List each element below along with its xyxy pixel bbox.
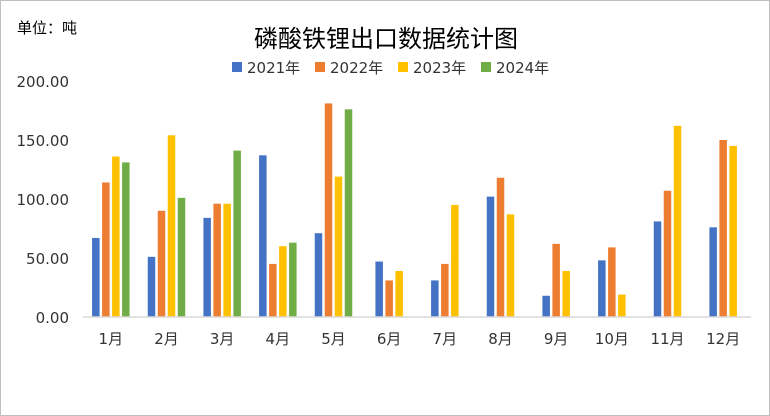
bar-2022年-7月 — [441, 263, 449, 317]
bar-2021年-3月 — [203, 217, 211, 317]
y-tick-label: 100.00 — [17, 191, 70, 209]
x-tick-label: 12月 — [706, 330, 740, 348]
y-tick-label: 150.00 — [17, 132, 70, 150]
legend-label: 2023年 — [413, 59, 466, 77]
x-tick-label: 3月 — [210, 330, 235, 348]
bar-2022年-6月 — [385, 280, 393, 317]
y-axis: 0.00 50.00 100.00 150.00 200.00 — [17, 73, 70, 327]
bar-2023年-1月 — [112, 156, 120, 317]
bars — [92, 103, 737, 317]
legend-label: 2021年 — [247, 59, 300, 77]
bar-2021年-1月 — [92, 237, 100, 317]
bar-2024年-1月 — [122, 162, 130, 317]
chart-title: 磷酸铁锂出口数据统计图 — [254, 25, 518, 53]
y-tick-label: 0.00 — [36, 309, 69, 327]
bar-2021年-5月 — [314, 233, 323, 317]
bar-2023年-7月 — [451, 204, 459, 317]
bar-2022年-4月 — [269, 263, 277, 317]
bar-2022年-12月 — [719, 140, 727, 317]
bar-2023年-10月 — [618, 294, 626, 317]
bar-2022年-9月 — [552, 243, 560, 317]
bar-2022年-5月 — [324, 103, 333, 317]
bar-2023年-3月 — [223, 203, 231, 317]
x-tick-label: 11月 — [650, 330, 684, 348]
bar-2022年-8月 — [496, 177, 505, 317]
bar-2022年-1月 — [102, 182, 110, 317]
bar-2024年-2月 — [177, 197, 186, 317]
bar-2023年-9月 — [562, 270, 570, 317]
legend-swatch — [481, 62, 491, 72]
legend-label: 2022年 — [330, 59, 383, 77]
y-tick-label: 50.00 — [26, 250, 69, 268]
bar-2021年-10月 — [598, 260, 606, 317]
bar-2024年-4月 — [289, 242, 297, 317]
legend-label: 2024年 — [496, 59, 549, 77]
bar-2021年-12月 — [709, 227, 717, 317]
bar-2022年-3月 — [213, 203, 221, 317]
bar-2023年-8月 — [506, 214, 515, 317]
bar-2023年-6月 — [395, 270, 403, 317]
x-tick-label: 1月 — [99, 330, 124, 348]
bar-2021年-4月 — [259, 155, 267, 317]
legend-swatch — [315, 62, 325, 72]
x-tick-label: 6月 — [377, 330, 402, 348]
x-tick-label: 7月 — [433, 330, 458, 348]
legend-swatch — [232, 62, 242, 72]
bar-2023年-2月 — [167, 135, 176, 317]
x-tick-label: 10月 — [595, 330, 629, 348]
y-tick-label: 200.00 — [17, 73, 70, 91]
bar-2021年-7月 — [431, 280, 439, 317]
bar-2021年-2月 — [147, 256, 156, 317]
x-tick-label: 5月 — [321, 330, 346, 348]
bar-2024年-3月 — [233, 150, 241, 317]
bar-2023年-5月 — [334, 176, 343, 317]
bar-2022年-2月 — [157, 210, 166, 317]
x-axis: 1月 2月 3月 4月 5月 6月 7月 8月 9月 10月 11月 12月 — [83, 316, 751, 348]
legend: 2021年 2022年 2023年 2024年 — [232, 59, 549, 77]
bar-2024年-5月 — [344, 109, 353, 317]
legend-swatch — [398, 62, 408, 72]
bar-2023年-11月 — [673, 125, 682, 317]
bar-2021年-8月 — [486, 196, 495, 317]
bar-2021年-9月 — [542, 295, 550, 317]
bar-2021年-11月 — [653, 221, 662, 317]
bar-2023年-4月 — [279, 246, 287, 317]
x-tick-label: 9月 — [544, 330, 569, 348]
unit-label: 单位：吨 — [17, 19, 78, 37]
x-tick-label: 4月 — [266, 330, 291, 348]
bar-2021年-6月 — [375, 261, 383, 317]
bar-2022年-11月 — [663, 190, 672, 317]
x-tick-label: 8月 — [488, 330, 513, 348]
bar-2022年-10月 — [608, 247, 616, 317]
bar-2023年-12月 — [729, 145, 737, 317]
x-tick-label: 2月 — [154, 330, 179, 348]
